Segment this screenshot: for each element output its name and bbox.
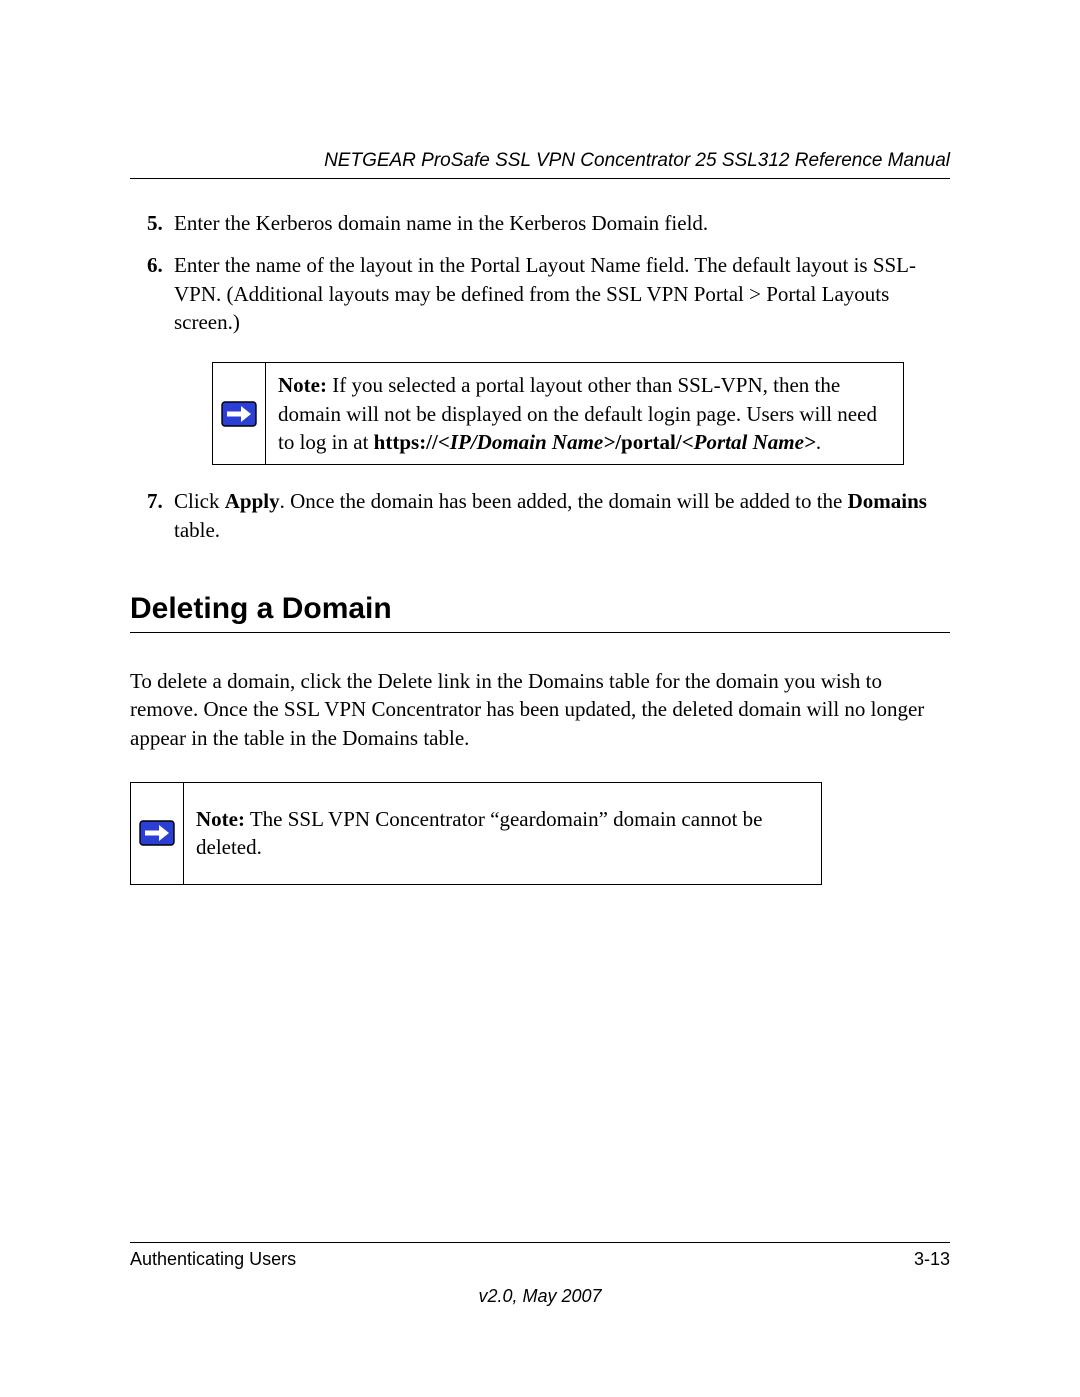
note2-label: Note:: [196, 807, 245, 831]
note1-url-mid1: <IP/Domain Name>: [438, 430, 615, 454]
note-box-1: Note: If you selected a portal layout ot…: [212, 362, 904, 465]
note-text-1: Note: If you selected a portal layout ot…: [266, 363, 903, 464]
note1-url-post: .: [816, 430, 821, 454]
footer-row: Authenticating Users 3-13: [130, 1249, 950, 1270]
footer-rule: [130, 1242, 950, 1243]
arrow-icon: [139, 820, 175, 846]
section-rule: [130, 632, 950, 633]
section-heading-deleting: Deleting a Domain: [130, 592, 950, 626]
note-icon-cell-2: [131, 783, 184, 884]
running-header: NETGEAR ProSafe SSL VPN Concentrator 25 …: [130, 150, 950, 172]
note-box-2: Note: The SSL VPN Concentrator “geardoma…: [130, 782, 822, 885]
step-5: Enter the Kerberos domain name in the Ke…: [168, 209, 950, 237]
note2-text: The SSL VPN Concentrator “geardomain” do…: [196, 807, 762, 859]
page-footer: Authenticating Users 3-13 v2.0, May 2007: [130, 1242, 950, 1307]
footer-left: Authenticating Users: [130, 1249, 296, 1270]
step-5-text: Enter the Kerberos domain name in the Ke…: [174, 211, 708, 235]
step7-post: table.: [174, 518, 220, 542]
step-7: Click Apply. Once the domain has been ad…: [168, 487, 950, 544]
document-page: NETGEAR ProSafe SSL VPN Concentrator 25 …: [0, 0, 1080, 1397]
footer-right: 3-13: [914, 1249, 950, 1270]
step-6: Enter the name of the layout in the Port…: [168, 251, 950, 465]
note-icon-cell-1: [213, 363, 266, 464]
step7-mid: . Once the domain has been added, the do…: [280, 489, 848, 513]
step7-bold2: Domains: [848, 489, 927, 513]
step-6-text: Enter the name of the layout in the Port…: [174, 253, 916, 334]
numbered-steps: Enter the Kerberos domain name in the Ke…: [130, 209, 950, 544]
footer-version: v2.0, May 2007: [130, 1286, 950, 1307]
note1-label: Note:: [278, 373, 327, 397]
arrow-icon: [221, 401, 257, 427]
note-text-2: Note: The SSL VPN Concentrator “geardoma…: [184, 783, 821, 884]
note1-url-pre: https://: [374, 430, 438, 454]
note1-url-mid2: /portal/: [615, 430, 682, 454]
section-paragraph: To delete a domain, click the Delete lin…: [130, 667, 950, 752]
step7-bold1: Apply: [225, 489, 280, 513]
step7-pre: Click: [174, 489, 225, 513]
header-rule: [130, 178, 950, 179]
note1-url-mid3: <Portal Name>: [682, 430, 816, 454]
